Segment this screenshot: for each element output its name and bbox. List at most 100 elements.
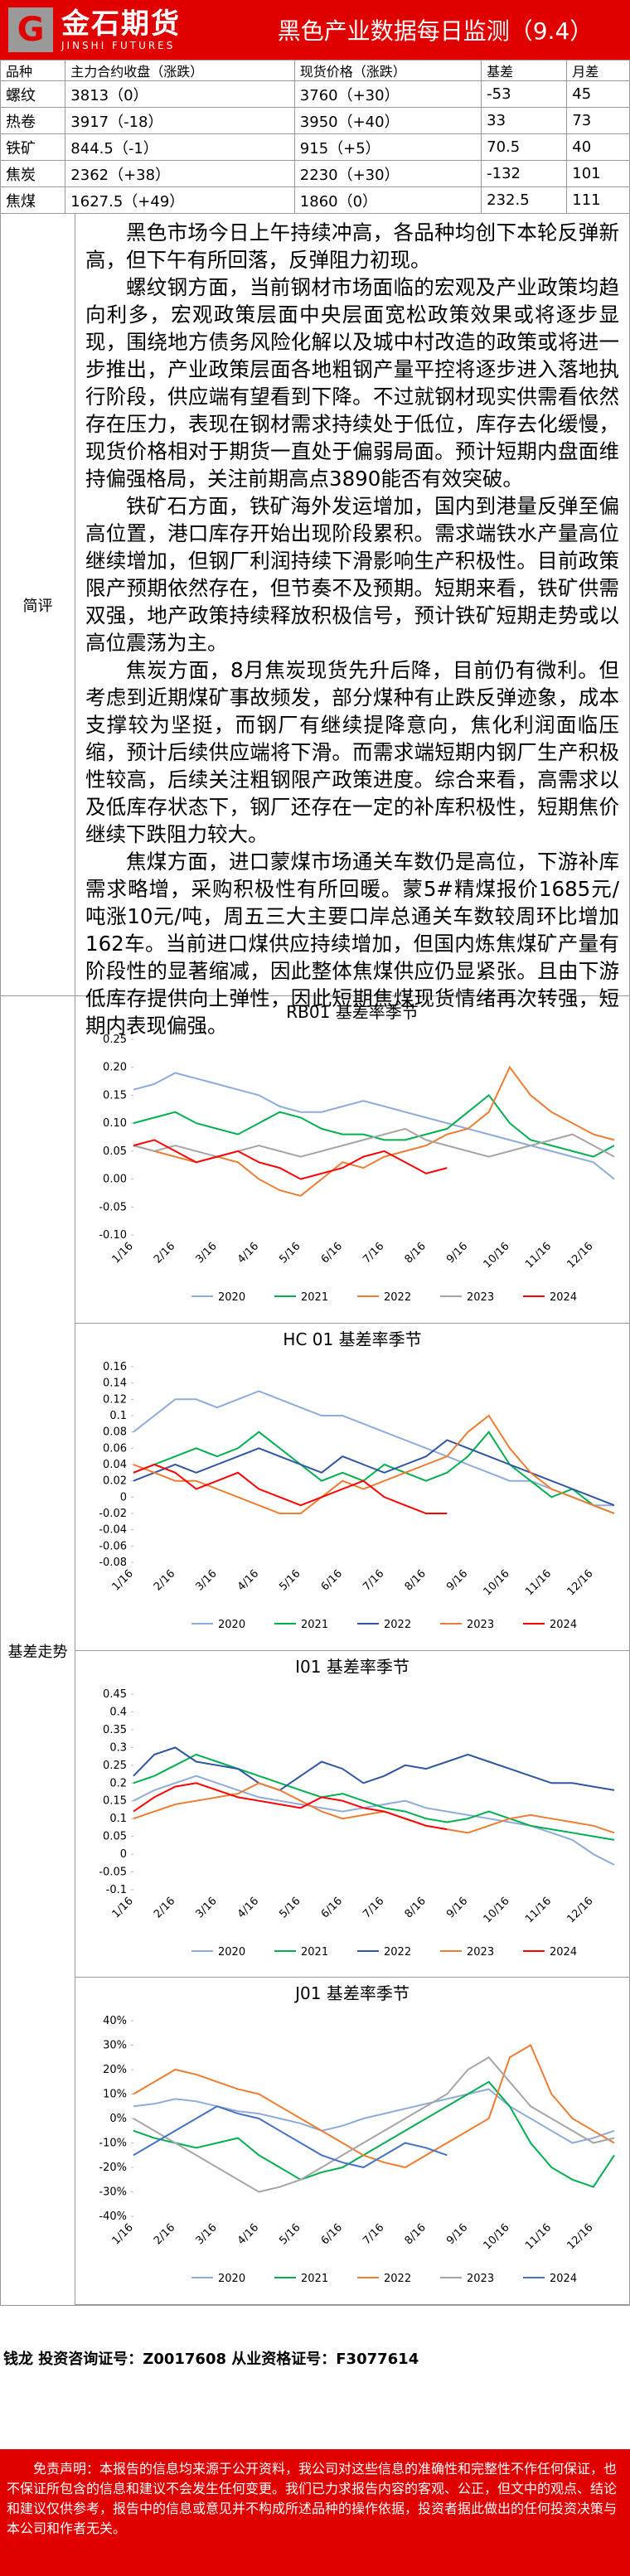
y-tick-label: -10% [99, 2138, 127, 2150]
commentary-label: 简评 [1, 214, 75, 995]
legend-label: 2021 [301, 2273, 328, 2285]
x-tick-label: 2/16 [152, 2221, 177, 2247]
header-cell: 主力合约收盘（涨跌） [65, 60, 295, 81]
y-tick-label: -0.04 [99, 1523, 127, 1536]
x-tick-label: 1/16 [110, 1895, 136, 1920]
y-tick-label: 0.02 [103, 1474, 127, 1487]
legend-label: 2022 [384, 2273, 411, 2285]
y-tick-label: -0.06 [99, 1540, 127, 1552]
y-tick-label: -0.02 [99, 1508, 127, 1520]
x-tick-label: 4/16 [235, 1895, 261, 1920]
y-tick-label: 40% [103, 2015, 127, 2027]
logo-en: JINSHI FUTURES [61, 40, 176, 51]
paragraph: 焦煤方面，进口蒙煤市场通关车数仍是高位，下游补库需求略增，采购积极性有所回暖。蒙… [85, 850, 619, 1038]
x-tick-label: 3/16 [193, 1895, 219, 1920]
y-tick-label: 0.12 [103, 1393, 127, 1406]
y-tick-label: -0.08 [99, 1557, 127, 1569]
y-tick-label: 0 [120, 1491, 127, 1503]
y-tick-label: 0.25 [103, 1759, 127, 1771]
y-tick-label: -30% [99, 2186, 127, 2199]
logo-cn: 金石期货 [61, 7, 181, 41]
x-tick-label: 5/16 [277, 2221, 303, 2247]
series-line [133, 1390, 614, 1506]
legend-label: 2024 [550, 1291, 577, 1304]
x-tick-label: 8/16 [403, 2221, 429, 2247]
series-line [133, 1139, 448, 1180]
legend-label: 2023 [467, 2273, 494, 2285]
x-tick-label: 5/16 [277, 1240, 303, 1266]
cell: 3813（0） [65, 80, 295, 108]
x-tick-label: 11/16 [523, 1567, 554, 1598]
chart-title: I01 基差率季节 [295, 1657, 410, 1677]
x-tick-label: 4/16 [235, 1567, 261, 1593]
x-tick-label: 8/16 [403, 1240, 429, 1266]
price-table: 品种 主力合约收盘（涨跌） 现货价格（涨跌） 基差 月差 螺纹 3813（0） 3760（+3… [0, 60, 630, 214]
legend-label: 2020 [218, 1619, 245, 1631]
x-tick-label: 3/16 [193, 2221, 219, 2247]
series-line [133, 2056, 615, 2193]
y-tick-label: 0.1 [109, 1410, 127, 1422]
legend-label: 2022 [384, 1946, 411, 1959]
x-tick-label: 11/16 [523, 2221, 554, 2252]
cell: 热卷 [0, 107, 66, 134]
legend-label: 2023 [467, 1619, 494, 1631]
chart-title: RB01 基差率季节 [286, 1002, 418, 1022]
x-tick-label: 6/16 [319, 1567, 345, 1593]
analyst: 钱龙 投资咨询证号：Z0017608 从业资格证号：F3077614 [3, 2351, 419, 2368]
paragraph: 黑色市场今日上午持续冲高，各品种均创下本轮反弹新高，但下午有所回落，反弹阻力初现… [85, 220, 619, 272]
x-tick-label: 10/16 [482, 1895, 512, 1925]
y-tick-label: 0.45 [103, 1688, 127, 1701]
series-line [133, 1753, 615, 1841]
y-tick-label: 0.20 [103, 1062, 127, 1074]
chart: J01 基差率季节 -40% -30% -20% -10% 0% 10% 20% 30% 40% 1… [75, 1983, 629, 2305]
logo: G 金石期货 JINSHI FUTURES [0, 0, 240, 60]
y-tick-label: -0.1 [106, 1884, 127, 1896]
x-tick-label: 12/16 [565, 1240, 596, 1271]
chart-title: HC 01 基差率季节 [283, 1329, 421, 1349]
x-tick-label: 1/16 [110, 1567, 136, 1593]
series-line [133, 2044, 615, 2169]
series-line [133, 1775, 615, 1866]
y-tick-label: -0.10 [99, 1229, 127, 1242]
x-tick-label: 6/16 [319, 1895, 345, 1920]
y-tick-label: 0.4 [109, 1706, 127, 1718]
x-tick-label: 5/16 [277, 1895, 303, 1920]
paragraph: 焦炭方面，8月焦炭现货先升后降，目前仍有微利。但考虑到近期煤矿事故频发，部分煤种… [85, 658, 619, 846]
y-tick-label: -0.05 [99, 1201, 127, 1213]
y-tick-label: 0 [120, 1848, 127, 1861]
x-tick-label: 9/16 [444, 1895, 470, 1920]
table-row: 铁矿 844.5（-1） 915（+5） 70.5 40 [0, 133, 630, 161]
x-tick-label: 2/16 [152, 1240, 177, 1266]
x-tick-label: 1/16 [110, 2221, 136, 2247]
y-tick-label: 0.08 [103, 1426, 127, 1438]
cell: 2362（+38） [65, 160, 295, 187]
x-tick-label: 7/16 [361, 1567, 386, 1593]
x-tick-label: 10/16 [482, 2221, 512, 2252]
cell: 33 [481, 107, 568, 134]
y-tick-label: 0.04 [103, 1459, 127, 1471]
legend-label: 2020 [218, 1291, 245, 1304]
legend-label: 2020 [218, 1946, 245, 1959]
legend-label: 2024 [550, 1619, 577, 1631]
legend-label: 2022 [384, 1291, 411, 1304]
cell: 焦炭 [0, 160, 66, 187]
y-tick-label: 0.05 [103, 1830, 127, 1842]
cell: -132 [481, 160, 568, 187]
x-tick-label: 4/16 [235, 2221, 261, 2247]
chart-title: J01 基差率季节 [293, 1983, 410, 2003]
x-tick-label: 6/16 [319, 1240, 345, 1266]
x-tick-label: 7/16 [361, 1240, 386, 1266]
header-cell: 现货价格（涨跌） [293, 60, 482, 81]
y-tick-label: 0.14 [103, 1377, 127, 1389]
cell: 70.5 [481, 133, 568, 161]
series-line [133, 1781, 448, 1830]
cell: 螺纹 [0, 80, 66, 108]
x-tick-label: 7/16 [361, 1895, 386, 1920]
x-tick-label: 12/16 [565, 1895, 596, 1925]
x-tick-label: 9/16 [444, 1567, 470, 1593]
x-tick-label: 4/16 [235, 1240, 261, 1266]
y-tick-label: 0.25 [103, 1034, 127, 1046]
x-tick-label: 5/16 [277, 1567, 303, 1593]
charts: RB01 基差率季节 -0.10 -0.05 0.00 0.05 0.10 0.15 0.20… [75, 996, 629, 2305]
